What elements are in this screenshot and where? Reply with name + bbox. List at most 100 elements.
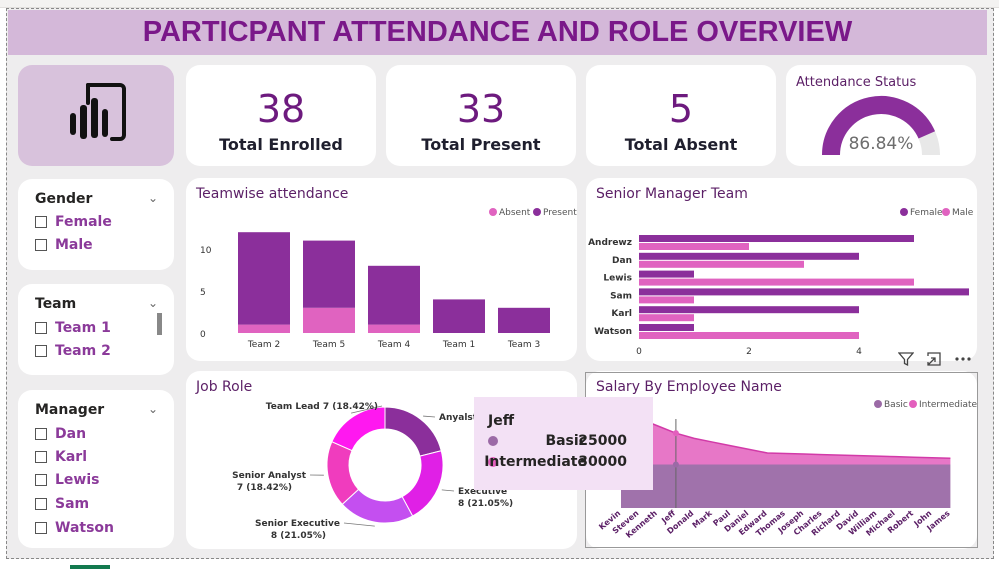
area-basic <box>621 464 951 508</box>
kpi-enrolled-value: 38 <box>256 87 306 131</box>
chevron-down-icon[interactable]: ⌄ <box>147 296 158 310</box>
job-role-chart-title: Job Role <box>196 379 253 395</box>
team-option-team2[interactable]: Team 2 <box>35 343 111 359</box>
chevron-down-icon[interactable]: ⌄ <box>147 402 158 416</box>
power-bi-logo-icon <box>70 83 126 141</box>
y-tick-label: Sam <box>610 291 632 301</box>
teamwise-attendance-chart: Absent Present 0 5 10 Team 2 Team 5 Team 4 Team … <box>200 208 577 350</box>
x-tick-label: Team 1 <box>442 340 475 350</box>
manager-slicer[interactable]: Manager ⌄ Dan Karl Lewis Sam Watson <box>18 390 174 548</box>
bar-present-team-5 <box>303 240 355 308</box>
manager-option-sam[interactable]: Sam <box>35 496 89 512</box>
option-label: Team 2 <box>55 343 111 359</box>
kpi-present-value: 33 <box>456 87 506 131</box>
y-tick-label: Andrewz <box>588 238 632 248</box>
x-tick-label: Mark <box>691 508 715 530</box>
senior-manager-card[interactable]: Senior Manager Team Female Male Andrewz Dan… <box>586 178 977 361</box>
gauge-card[interactable]: Attendance Status 86.84% <box>786 65 976 166</box>
bar-female-lewis <box>639 270 694 278</box>
kpi-absent-value: 5 <box>668 87 694 131</box>
bar-male-lewis <box>639 278 914 286</box>
checkbox[interactable] <box>35 451 47 463</box>
legend-swatch-present <box>533 208 541 216</box>
bar-present-team-1 <box>433 299 485 333</box>
donut-data-label: 8 (21.05%) <box>271 531 326 541</box>
bar-female-andrewz <box>639 235 914 242</box>
kpi-absent-label: Total Absent <box>624 135 738 154</box>
gauge-chart <box>822 96 940 156</box>
visual-header <box>898 350 974 368</box>
manager-option-karl[interactable]: Karl <box>35 449 87 465</box>
donut-data-label: 8 (21.05%) <box>458 499 513 509</box>
team-slicer-title: Team <box>35 296 77 312</box>
option-label: Team 1 <box>55 320 111 336</box>
tooltip-row-basic: Basic 25000 <box>488 433 643 449</box>
gender-option-male[interactable]: Male <box>35 237 93 253</box>
y-tick-label: 5 <box>200 288 206 298</box>
checkbox[interactable] <box>35 216 47 228</box>
y-tick-label: 0 <box>200 330 206 340</box>
bar-female-karl <box>639 306 859 314</box>
kpi-card-absent: 5 Total Absent <box>586 65 776 166</box>
title-banner: PARTICPANT ATTENDANCE AND ROLE OVERVIEW <box>8 10 987 55</box>
bar-absent-team-2 <box>238 324 290 333</box>
manager-option-lewis[interactable]: Lewis <box>35 472 99 488</box>
manager-option-watson[interactable]: Watson <box>35 520 114 536</box>
checkbox[interactable] <box>35 322 47 334</box>
legend-label-male: Male <box>952 208 974 218</box>
legend-label-absent: Absent <box>499 208 531 218</box>
teamwise-attendance-card[interactable]: Teamwise attendance Absent Present 0 5 10 Tea… <box>186 178 577 361</box>
checkbox[interactable] <box>35 522 47 534</box>
team-slicer-scrollbar[interactable] <box>157 313 162 335</box>
more-options-icon[interactable] <box>954 351 972 367</box>
bar-absent-team-5 <box>303 307 355 333</box>
donut-leader-line <box>423 415 436 418</box>
option-label: Lewis <box>55 472 100 488</box>
top-toolbar-strip <box>0 0 999 8</box>
x-tick-label: 4 <box>856 347 862 357</box>
filter-icon[interactable] <box>898 351 914 367</box>
checkbox[interactable] <box>35 498 47 510</box>
bar-present-team-4 <box>368 265 420 325</box>
bar-male-sam <box>639 296 694 304</box>
y-tick-label: Karl <box>611 309 632 319</box>
kpi-card-present: 33 Total Present <box>386 65 576 166</box>
checkbox[interactable] <box>35 239 47 251</box>
chevron-down-icon[interactable]: ⌄ <box>147 191 158 205</box>
option-label: Dan <box>55 426 87 442</box>
team-slicer[interactable]: Team ⌄ Team 1 Team 2 <box>18 284 174 375</box>
checkbox[interactable] <box>35 474 47 486</box>
tooltip-key: Basic <box>545 433 587 449</box>
team-option-team1[interactable]: Team 1 <box>35 320 111 336</box>
checkbox[interactable] <box>35 428 47 440</box>
donut-leader-line <box>441 489 455 492</box>
donut-data-label: Senior Executive <box>255 519 340 529</box>
kpi-card-enrolled: 38 Total Enrolled <box>186 65 376 166</box>
bar-female-dan <box>639 252 859 260</box>
bar-female-sam <box>639 288 969 296</box>
legend-label-intermediate: Intermediate <box>919 400 977 410</box>
salary-tooltip: Jeff Basic 25000 Intermediate 30000 <box>474 397 653 490</box>
donut-data-label: Team Lead 7 (18.42%) <box>266 402 378 412</box>
teamwise-legend: Absent Present <box>489 208 577 218</box>
gender-option-female[interactable]: Female <box>35 214 112 230</box>
option-label: Karl <box>55 449 87 465</box>
x-tick-label: 2 <box>746 347 752 357</box>
option-label: Sam <box>55 496 90 512</box>
manager-option-dan[interactable]: Dan <box>35 426 86 442</box>
checkbox[interactable] <box>35 345 47 357</box>
donut-leader-line <box>343 522 375 527</box>
senior-manager-chart-title: Senior Manager Team <box>596 186 748 202</box>
senior-manager-chart: Female Male Andrewz Dan Lewis Sam Karl Watson 0 2… <box>588 208 974 357</box>
y-tick-label: Watson <box>594 327 632 337</box>
donut-leader-line <box>350 405 383 414</box>
bar-male-dan <box>639 260 804 268</box>
bar-male-andrewz <box>639 243 749 250</box>
x-tick-label: Team 2 <box>247 340 280 350</box>
x-tick-label: Team 3 <box>507 340 540 350</box>
donut-slice-team-lead <box>331 406 386 452</box>
gender-slicer[interactable]: Gender ⌄ Female Male <box>18 179 174 270</box>
salary-legend: Basic Intermediate <box>874 400 977 410</box>
focus-mode-icon[interactable] <box>926 351 942 367</box>
